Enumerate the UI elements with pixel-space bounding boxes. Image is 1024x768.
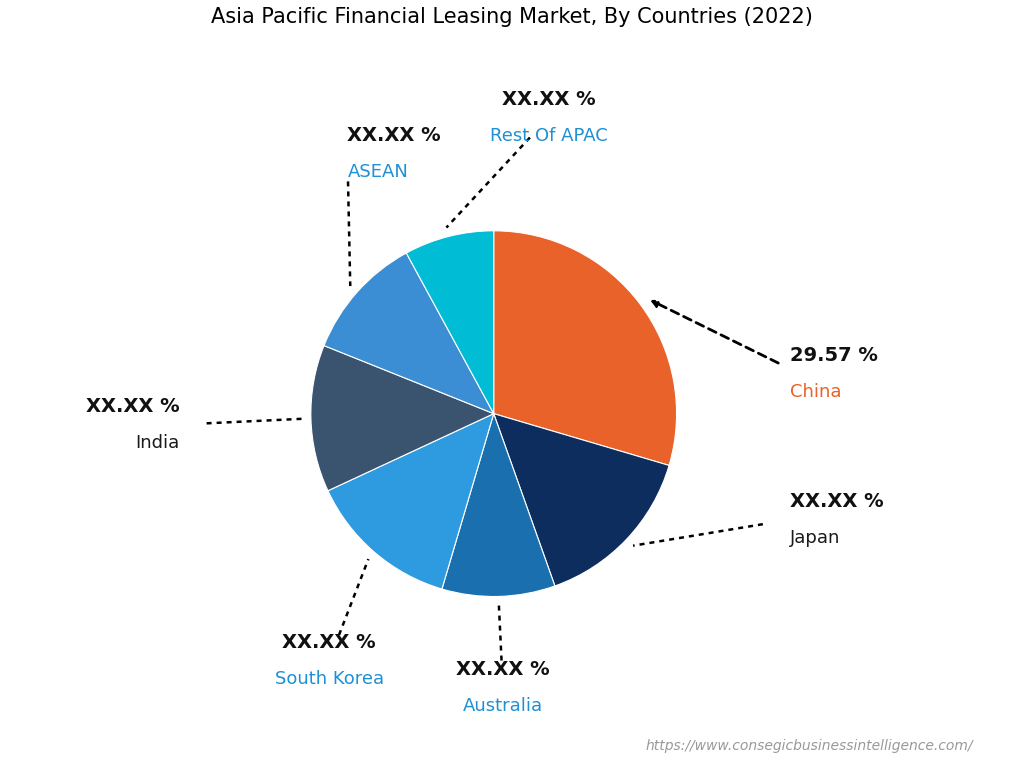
Text: XX.XX %: XX.XX % [86,397,179,415]
Text: XX.XX %: XX.XX % [283,633,376,652]
Text: Rest Of APAC: Rest Of APAC [489,127,607,144]
Text: 29.57 %: 29.57 % [790,346,878,365]
Wedge shape [442,414,555,597]
Text: XX.XX %: XX.XX % [502,90,595,108]
Wedge shape [324,253,494,414]
Wedge shape [311,346,494,491]
Text: XX.XX %: XX.XX % [790,492,884,511]
Text: ASEAN: ASEAN [347,164,409,181]
Title: Asia Pacific Financial Leasing Market, By Countries (2022): Asia Pacific Financial Leasing Market, B… [211,7,813,27]
Text: South Korea: South Korea [274,670,384,688]
Text: XX.XX %: XX.XX % [456,660,550,679]
Text: XX.XX %: XX.XX % [347,126,441,145]
Wedge shape [494,231,677,465]
Wedge shape [407,231,494,414]
Wedge shape [494,414,669,586]
Text: China: China [790,382,842,401]
Wedge shape [328,414,494,589]
Text: Japan: Japan [790,529,841,547]
Text: Australia: Australia [463,697,543,715]
Text: India: India [135,434,179,452]
Text: https://www.consegicbusinessintelligence.com/: https://www.consegicbusinessintelligence… [645,739,973,753]
